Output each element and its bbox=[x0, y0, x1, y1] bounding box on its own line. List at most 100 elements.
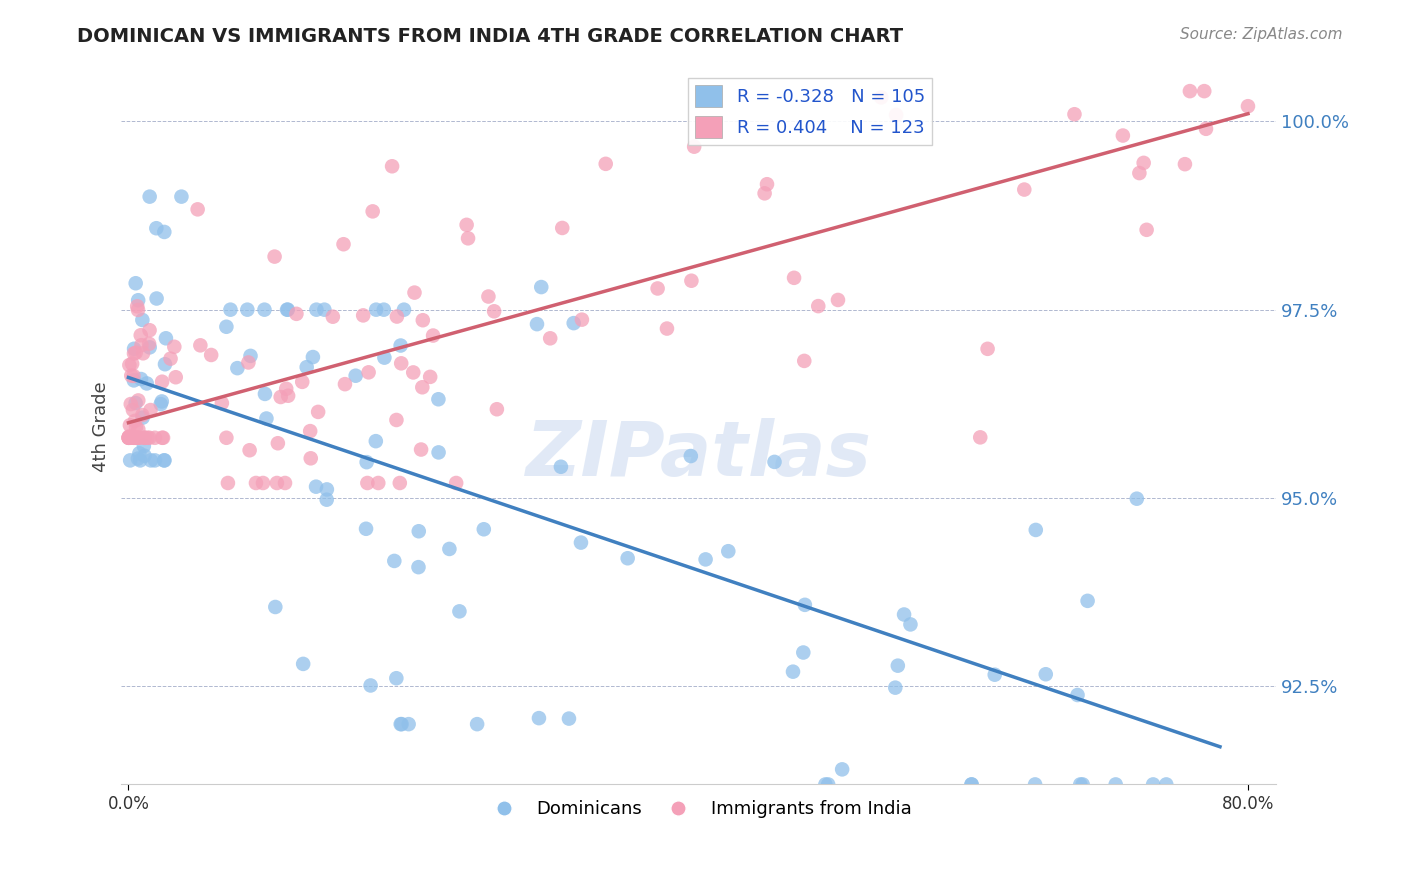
Point bbox=[302, 350, 325, 364]
Point bbox=[307, 405, 329, 419]
Point bbox=[128, 431, 150, 445]
Point bbox=[131, 338, 153, 352]
Point bbox=[299, 424, 322, 438]
Point bbox=[124, 431, 146, 445]
Point bbox=[983, 667, 1005, 681]
Point bbox=[322, 310, 344, 324]
Point bbox=[134, 431, 156, 445]
Point bbox=[118, 358, 141, 372]
Point bbox=[143, 431, 166, 445]
Point bbox=[976, 342, 998, 356]
Point bbox=[127, 431, 149, 445]
Point bbox=[134, 449, 156, 463]
Point bbox=[252, 475, 274, 490]
Point bbox=[125, 431, 148, 445]
Point bbox=[408, 560, 430, 574]
Point bbox=[145, 221, 167, 235]
Point bbox=[295, 360, 318, 375]
Point bbox=[122, 431, 145, 445]
Point bbox=[131, 313, 153, 327]
Point bbox=[152, 431, 174, 445]
Point bbox=[457, 231, 479, 245]
Point bbox=[373, 351, 395, 365]
Point bbox=[389, 338, 412, 352]
Legend: Dominicans, Immigrants from India: Dominicans, Immigrants from India bbox=[478, 793, 918, 825]
Point bbox=[159, 351, 181, 366]
Point bbox=[485, 402, 508, 417]
Point bbox=[131, 410, 153, 425]
Point bbox=[120, 431, 142, 445]
Point bbox=[398, 717, 420, 731]
Point bbox=[138, 336, 160, 351]
Point bbox=[124, 396, 146, 410]
Point bbox=[681, 274, 703, 288]
Point bbox=[960, 777, 983, 791]
Point bbox=[276, 382, 298, 396]
Point bbox=[695, 552, 717, 566]
Point bbox=[200, 348, 222, 362]
Point bbox=[135, 376, 157, 391]
Point bbox=[1069, 777, 1091, 791]
Point bbox=[266, 475, 288, 490]
Point bbox=[783, 270, 806, 285]
Point bbox=[1105, 777, 1128, 791]
Point bbox=[299, 451, 322, 466]
Point bbox=[550, 459, 572, 474]
Point bbox=[143, 453, 166, 467]
Point bbox=[122, 368, 145, 383]
Point bbox=[127, 422, 149, 436]
Point bbox=[655, 321, 678, 335]
Point bbox=[118, 431, 141, 445]
Point bbox=[1077, 594, 1099, 608]
Point bbox=[138, 431, 160, 445]
Point bbox=[121, 357, 143, 371]
Point bbox=[117, 431, 139, 445]
Point bbox=[245, 475, 267, 490]
Point bbox=[900, 617, 922, 632]
Point bbox=[333, 377, 356, 392]
Point bbox=[163, 340, 186, 354]
Point bbox=[404, 285, 426, 300]
Point bbox=[717, 544, 740, 558]
Point bbox=[292, 657, 315, 671]
Point bbox=[1035, 667, 1057, 681]
Point bbox=[276, 302, 298, 317]
Point bbox=[134, 431, 156, 445]
Point bbox=[960, 777, 983, 791]
Point bbox=[120, 368, 142, 383]
Point bbox=[153, 453, 176, 467]
Point bbox=[125, 345, 148, 359]
Point bbox=[122, 431, 145, 445]
Point bbox=[679, 449, 702, 463]
Point bbox=[352, 309, 374, 323]
Point bbox=[124, 414, 146, 428]
Point bbox=[139, 453, 162, 467]
Point bbox=[239, 443, 262, 458]
Point bbox=[527, 711, 550, 725]
Point bbox=[616, 551, 638, 566]
Point bbox=[427, 445, 450, 459]
Point bbox=[793, 354, 815, 368]
Point bbox=[332, 237, 354, 252]
Point bbox=[385, 413, 408, 427]
Point bbox=[149, 397, 172, 411]
Point bbox=[219, 302, 242, 317]
Point bbox=[305, 480, 328, 494]
Point bbox=[122, 373, 145, 387]
Point bbox=[1174, 157, 1197, 171]
Text: ZIPatlas: ZIPatlas bbox=[526, 418, 872, 492]
Point bbox=[472, 522, 495, 536]
Point bbox=[526, 317, 548, 331]
Point bbox=[150, 394, 173, 409]
Point bbox=[1132, 156, 1154, 170]
Point bbox=[138, 323, 160, 337]
Point bbox=[385, 310, 408, 324]
Point bbox=[153, 453, 176, 467]
Point bbox=[129, 372, 152, 386]
Point bbox=[215, 319, 238, 334]
Point bbox=[551, 221, 574, 235]
Point bbox=[217, 475, 239, 490]
Point bbox=[136, 431, 159, 445]
Point bbox=[756, 178, 779, 192]
Point bbox=[344, 368, 367, 383]
